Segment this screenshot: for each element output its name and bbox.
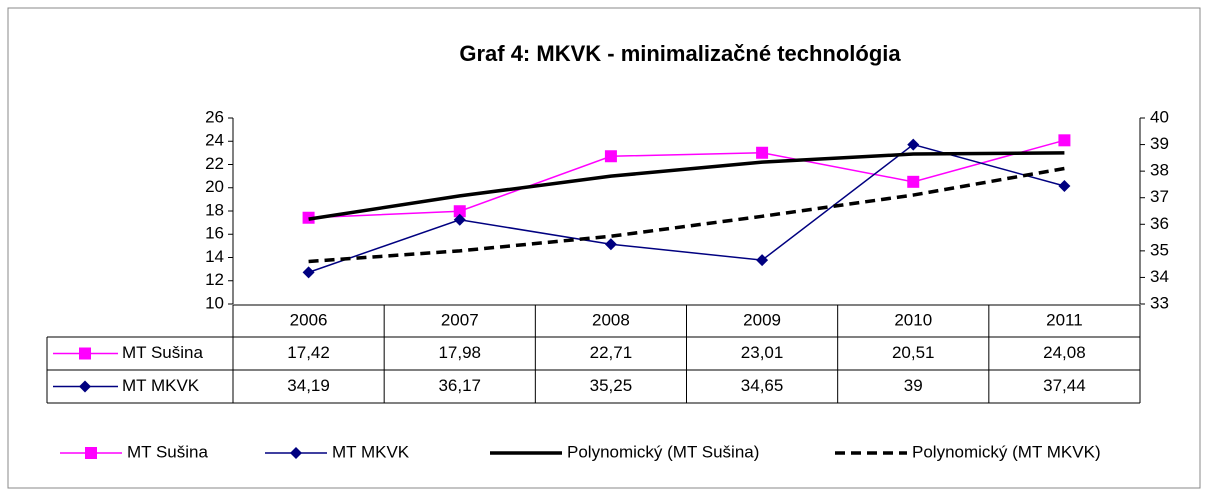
marker — [1058, 134, 1071, 147]
marker — [604, 238, 617, 251]
legend-marker — [290, 447, 302, 459]
y2-tick-label: 37 — [1150, 187, 1169, 206]
y-tick-label: 12 — [205, 270, 224, 289]
y2-tick-label: 38 — [1150, 161, 1169, 180]
table-row-label: MT Sušina — [122, 343, 203, 362]
y2-tick-label: 33 — [1150, 293, 1169, 312]
table-cell: 37,44 — [1043, 376, 1086, 395]
y-tick-label: 20 — [205, 177, 224, 196]
marker — [756, 254, 769, 267]
marker — [453, 205, 466, 218]
y2-tick-label: 34 — [1150, 267, 1169, 286]
table-cell: 24,08 — [1043, 343, 1086, 362]
legend-label: MT MKVK — [332, 442, 410, 461]
table-cell: 39 — [904, 376, 923, 395]
x-tick-label: 2007 — [441, 310, 479, 329]
table-cell: 34,65 — [741, 376, 784, 395]
x-tick-label: 2009 — [743, 310, 781, 329]
legend-label: Polynomický (MT MKVK) — [912, 442, 1101, 461]
table-row-label: MT MKVK — [122, 376, 200, 395]
table-cell: 35,25 — [590, 376, 633, 395]
y-tick-label: 10 — [205, 293, 224, 312]
x-tick-label: 2006 — [290, 310, 328, 329]
marker — [453, 213, 466, 226]
y2-tick-label: 40 — [1150, 107, 1169, 126]
y-tick-label: 26 — [205, 107, 224, 126]
marker — [907, 138, 920, 151]
trendline — [308, 151, 1065, 221]
table-key-marker — [79, 380, 91, 393]
x-tick-label: 2008 — [592, 310, 630, 329]
marker — [1058, 180, 1071, 193]
series-line — [308, 139, 1065, 219]
chart-title: Graf 4: MKVK - minimalizačné technológia — [459, 41, 901, 66]
table-cell: 23,01 — [741, 343, 784, 362]
y-tick-label: 24 — [205, 131, 224, 150]
x-tick-label: 2010 — [894, 310, 932, 329]
y-tick-label: 22 — [205, 154, 224, 173]
legend-label: Polynomický (MT Sušina) — [567, 442, 759, 461]
legend-marker — [85, 447, 97, 459]
chart-border — [7, 7, 1201, 489]
y2-tick-label: 35 — [1150, 240, 1169, 259]
table-cell: 17,42 — [287, 343, 330, 362]
marker — [604, 150, 617, 163]
table-cell: 17,98 — [438, 343, 481, 362]
marker — [907, 175, 920, 188]
x-tick-label: 2011 — [1046, 310, 1083, 329]
series-line — [308, 143, 1065, 274]
table-key-marker — [79, 347, 91, 360]
y-tick-label: 16 — [205, 224, 224, 243]
legend-label: MT Sušina — [127, 442, 208, 461]
y-tick-label: 18 — [205, 200, 224, 219]
y-tick-label: 14 — [205, 247, 224, 266]
y2-tick-label: 36 — [1150, 214, 1169, 233]
table-cell: 34,19 — [287, 376, 330, 395]
table-cell: 22,71 — [590, 343, 633, 362]
table-cell: 20,51 — [892, 343, 935, 362]
marker — [302, 266, 315, 279]
table-cell: 36,17 — [438, 376, 481, 395]
marker — [756, 146, 769, 159]
y2-tick-label: 39 — [1150, 134, 1169, 153]
